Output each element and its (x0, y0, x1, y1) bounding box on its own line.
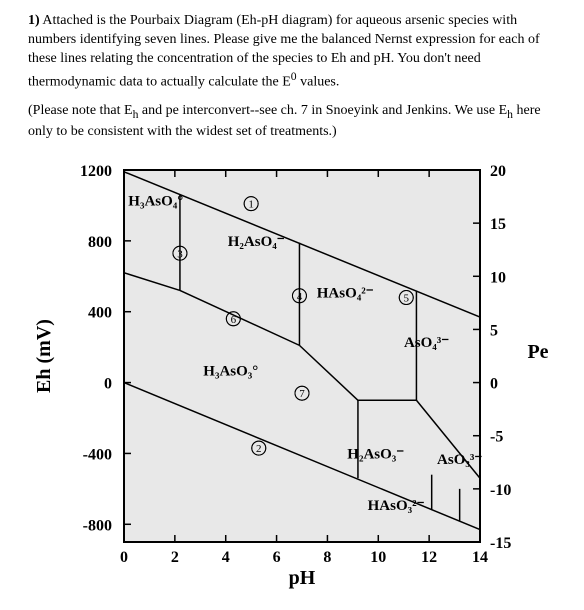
svg-text:4: 4 (222, 549, 230, 566)
svg-text:H₃AsO₃°: H₃AsO₃° (203, 363, 258, 379)
svg-text:1200: 1200 (80, 163, 112, 180)
svg-text:6: 6 (231, 313, 237, 325)
svg-text:2: 2 (171, 549, 179, 566)
svg-text:0: 0 (104, 375, 112, 392)
svg-text:HAsO₄²⁻: HAsO₄²⁻ (317, 285, 374, 301)
svg-text:Eh (mV): Eh (mV) (33, 319, 55, 393)
svg-text:3: 3 (177, 248, 183, 260)
svg-text:14: 14 (472, 549, 488, 566)
svg-text:H₂AsO₄⁻: H₂AsO₄⁻ (228, 234, 285, 250)
question-body: Attached is the Pourbaix Diagram (Eh-pH … (28, 13, 540, 89)
svg-text:-400: -400 (83, 446, 112, 463)
svg-text:15: 15 (490, 216, 506, 233)
question-number: 1) (28, 13, 40, 28)
svg-text:H₃AsO₄°: H₃AsO₄° (128, 193, 183, 209)
svg-text:0: 0 (120, 549, 128, 566)
svg-text:400: 400 (88, 304, 112, 321)
chart-svg: 02468101214-800-40004008001200-15-10-505… (28, 156, 556, 596)
svg-text:10: 10 (370, 549, 386, 566)
svg-text:2: 2 (256, 443, 262, 455)
pourbaix-diagram: 02468101214-800-40004008001200-15-10-505… (28, 156, 556, 596)
svg-text:HAsO₃²⁻: HAsO₃²⁻ (368, 498, 425, 514)
svg-text:7: 7 (299, 388, 305, 400)
svg-text:AsO₃³⁻: AsO₃³⁻ (437, 452, 482, 468)
svg-text:5: 5 (490, 322, 498, 339)
svg-text:12: 12 (421, 549, 437, 566)
svg-text:4: 4 (297, 290, 303, 302)
svg-text:8: 8 (323, 549, 331, 566)
svg-text:-800: -800 (83, 517, 112, 534)
question-text: 1) Attached is the Pourbaix Diagram (Eh-… (28, 12, 556, 92)
svg-text:6: 6 (273, 549, 281, 566)
svg-text:AsO₄³⁻: AsO₄³⁻ (404, 335, 449, 351)
svg-text:-5: -5 (490, 428, 503, 445)
question-body-end: values. (297, 74, 340, 89)
note-text: (Please note that Eh and pe interconvert… (28, 102, 556, 141)
svg-text:800: 800 (88, 234, 112, 251)
svg-text:0: 0 (490, 375, 498, 392)
svg-text:-10: -10 (490, 482, 511, 499)
svg-text:5: 5 (404, 292, 410, 304)
svg-text:10: 10 (490, 269, 506, 286)
svg-text:pH: pH (289, 567, 316, 589)
svg-text:20: 20 (490, 163, 506, 180)
svg-text:-15: -15 (490, 535, 511, 552)
svg-text:Pe: Pe (527, 341, 548, 363)
svg-text:H₂AsO₃⁻: H₂AsO₃⁻ (347, 446, 404, 462)
svg-text:1: 1 (248, 198, 254, 210)
